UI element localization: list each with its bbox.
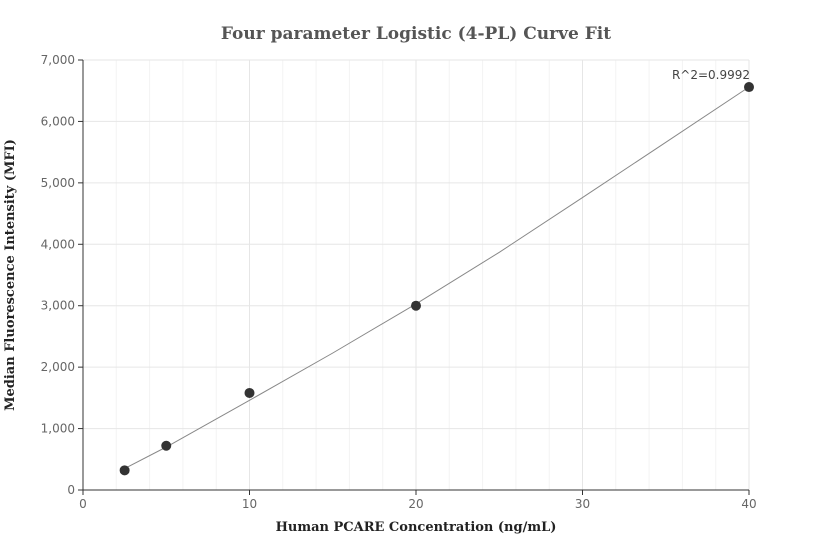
- y-tick-label: 7,000: [41, 53, 75, 67]
- r-squared-annotation: R^2=0.9992: [672, 68, 750, 82]
- y-tick-label: 3,000: [41, 299, 75, 313]
- data-points: [119, 82, 754, 476]
- x-tick-label: 0: [79, 497, 87, 511]
- chart-title: Four parameter Logistic (4-PL) Curve Fit: [221, 24, 611, 44]
- y-tick-label: 6,000: [41, 114, 75, 128]
- x-tick-label: 40: [741, 497, 756, 511]
- data-point: [411, 300, 421, 311]
- data-point: [244, 387, 255, 398]
- grid: [83, 59, 750, 490]
- y-tick-label: 2,000: [41, 360, 75, 374]
- y-tick-label: 5,000: [41, 176, 75, 190]
- data-point: [161, 440, 172, 451]
- y-tick-label: 0: [67, 483, 75, 497]
- y-tick-label: 1,000: [41, 422, 75, 436]
- data-point: [119, 465, 130, 476]
- y-axis-ticks: 0 1,000 2,000 3,000 4,000 5,000 6,000 7,000: [41, 53, 83, 497]
- fit-curve: [124, 86, 750, 469]
- y-tick-label: 4,000: [41, 237, 75, 251]
- x-tick-label: 30: [575, 497, 590, 511]
- x-axis-label: Human PCARE Concentration (ng/mL): [276, 520, 557, 535]
- x-tick-label: 10: [242, 497, 257, 511]
- data-point: [744, 82, 754, 93]
- x-axis-ticks: 0 10 20 30 40: [79, 490, 757, 511]
- x-tick-label: 20: [408, 497, 423, 511]
- y-axis-label: Median Fluorescence Intensity (MFI): [3, 139, 18, 411]
